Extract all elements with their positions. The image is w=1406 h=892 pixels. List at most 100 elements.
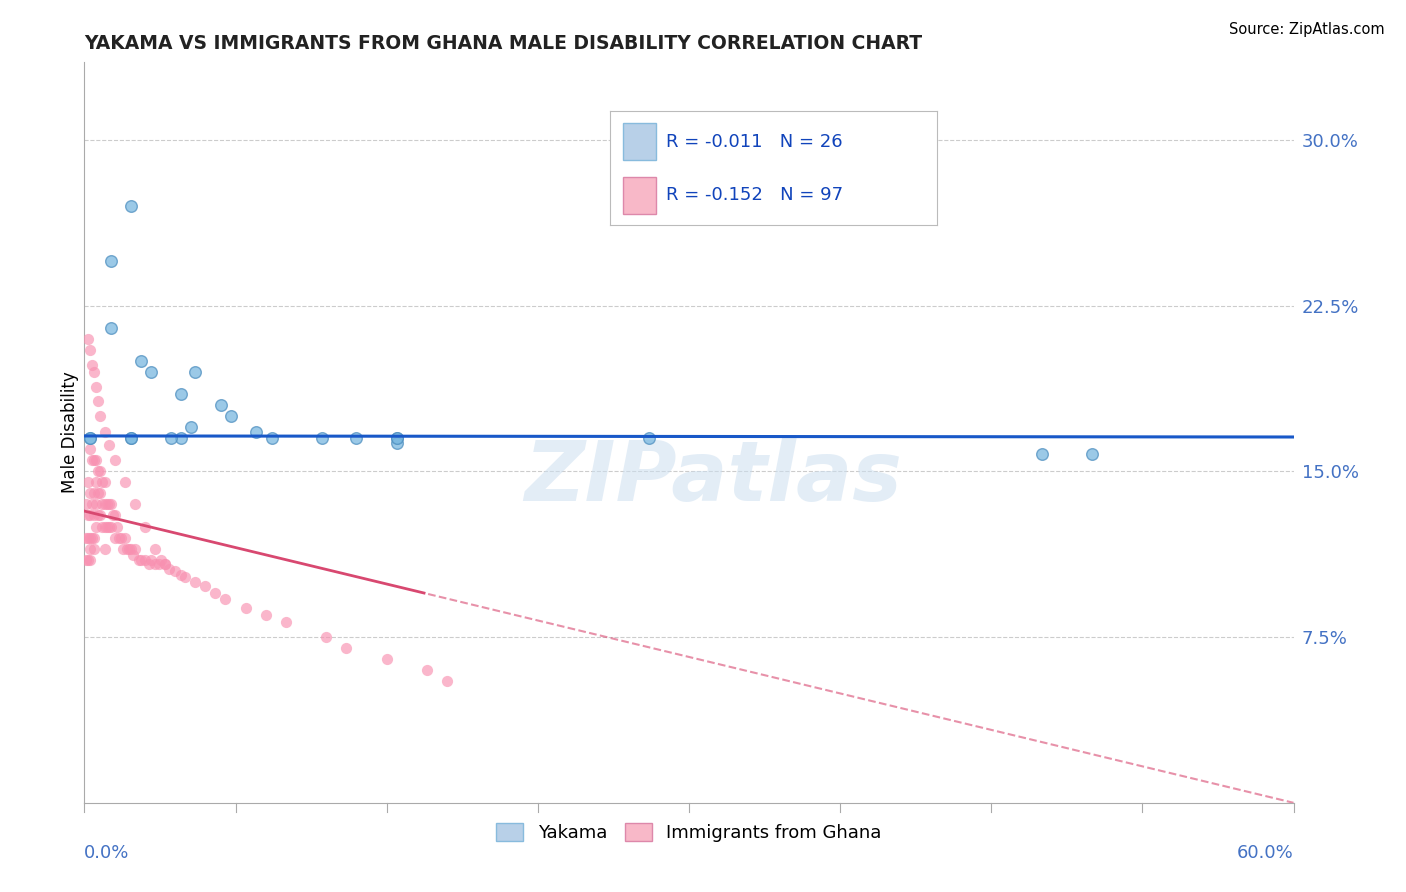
Point — [75, 498, 97, 512]
Point — [184, 574, 207, 589]
Point — [157, 561, 180, 575]
Point — [134, 552, 156, 566]
Point — [83, 531, 105, 545]
Point — [375, 652, 398, 666]
Point — [110, 531, 132, 545]
Text: YAKAMA VS IMMIGRANTS FROM GHANA MALE DISABILITY CORRELATION CHART: YAKAMA VS IMMIGRANTS FROM GHANA MALE DIS… — [84, 34, 922, 53]
Text: ZIPatlas: ZIPatlas — [524, 436, 903, 517]
Point — [148, 557, 170, 571]
Point — [139, 365, 162, 379]
Point — [97, 438, 120, 452]
Point — [184, 365, 207, 379]
Point — [79, 552, 101, 566]
Point — [93, 425, 115, 439]
Point — [104, 531, 127, 545]
Point — [93, 475, 115, 490]
Text: 0.0%: 0.0% — [84, 844, 129, 862]
Point — [79, 431, 101, 445]
Legend: Yakama, Immigrants from Ghana: Yakama, Immigrants from Ghana — [489, 815, 889, 849]
Point — [89, 508, 111, 523]
Point — [124, 541, 146, 556]
Point — [128, 552, 150, 566]
Point — [93, 541, 115, 556]
Point — [101, 508, 124, 523]
Point — [79, 531, 101, 545]
Point — [87, 464, 110, 478]
Point — [129, 552, 152, 566]
Point — [82, 531, 104, 545]
Point — [165, 564, 187, 578]
Point — [260, 431, 283, 445]
Point — [104, 453, 127, 467]
Point — [79, 508, 101, 523]
Point — [274, 615, 297, 629]
Point — [97, 519, 120, 533]
Point — [89, 486, 111, 500]
Point — [93, 519, 115, 533]
Point — [83, 486, 105, 500]
Point — [180, 420, 202, 434]
Point — [114, 475, 136, 490]
Point — [93, 498, 115, 512]
Point — [160, 431, 183, 445]
Point — [107, 531, 129, 545]
Point — [311, 431, 333, 445]
Point — [120, 431, 142, 445]
Point — [86, 380, 108, 394]
Point — [385, 435, 408, 450]
Point — [118, 541, 141, 556]
Point — [120, 199, 142, 213]
Point — [77, 475, 100, 490]
Point — [138, 557, 160, 571]
Point — [170, 387, 193, 401]
Point — [1031, 447, 1053, 461]
Point — [83, 508, 105, 523]
Point — [115, 541, 138, 556]
Point — [335, 641, 357, 656]
Point — [82, 498, 104, 512]
Point — [436, 674, 458, 689]
Point — [153, 557, 176, 571]
Point — [91, 498, 114, 512]
Point — [214, 592, 236, 607]
Point — [114, 531, 136, 545]
Point — [149, 552, 172, 566]
Point — [153, 557, 176, 571]
Point — [235, 601, 257, 615]
Y-axis label: Male Disability: Male Disability — [60, 372, 79, 493]
Point — [77, 531, 100, 545]
Point — [143, 541, 166, 556]
Point — [385, 431, 408, 445]
Point — [245, 425, 267, 439]
Point — [75, 531, 97, 545]
Point — [170, 568, 193, 582]
Point — [82, 453, 104, 467]
Point — [75, 552, 97, 566]
Point — [100, 498, 122, 512]
Point — [194, 579, 217, 593]
Point — [100, 254, 122, 268]
Point — [79, 486, 101, 500]
Point — [139, 552, 162, 566]
Point — [346, 431, 368, 445]
Point — [315, 630, 337, 644]
Point — [77, 508, 100, 523]
Point — [87, 508, 110, 523]
Point — [170, 431, 193, 445]
Point — [120, 541, 142, 556]
Point — [105, 519, 128, 533]
Point — [79, 541, 101, 556]
Point — [89, 464, 111, 478]
Point — [86, 519, 108, 533]
Point — [1081, 447, 1104, 461]
Point — [100, 519, 122, 533]
Point — [104, 508, 127, 523]
Point — [134, 519, 156, 533]
Point — [83, 365, 105, 379]
Point — [97, 498, 120, 512]
Text: Source: ZipAtlas.com: Source: ZipAtlas.com — [1229, 22, 1385, 37]
Point — [79, 431, 101, 445]
Point — [87, 393, 110, 408]
Text: 60.0%: 60.0% — [1237, 844, 1294, 862]
Point — [89, 409, 111, 423]
